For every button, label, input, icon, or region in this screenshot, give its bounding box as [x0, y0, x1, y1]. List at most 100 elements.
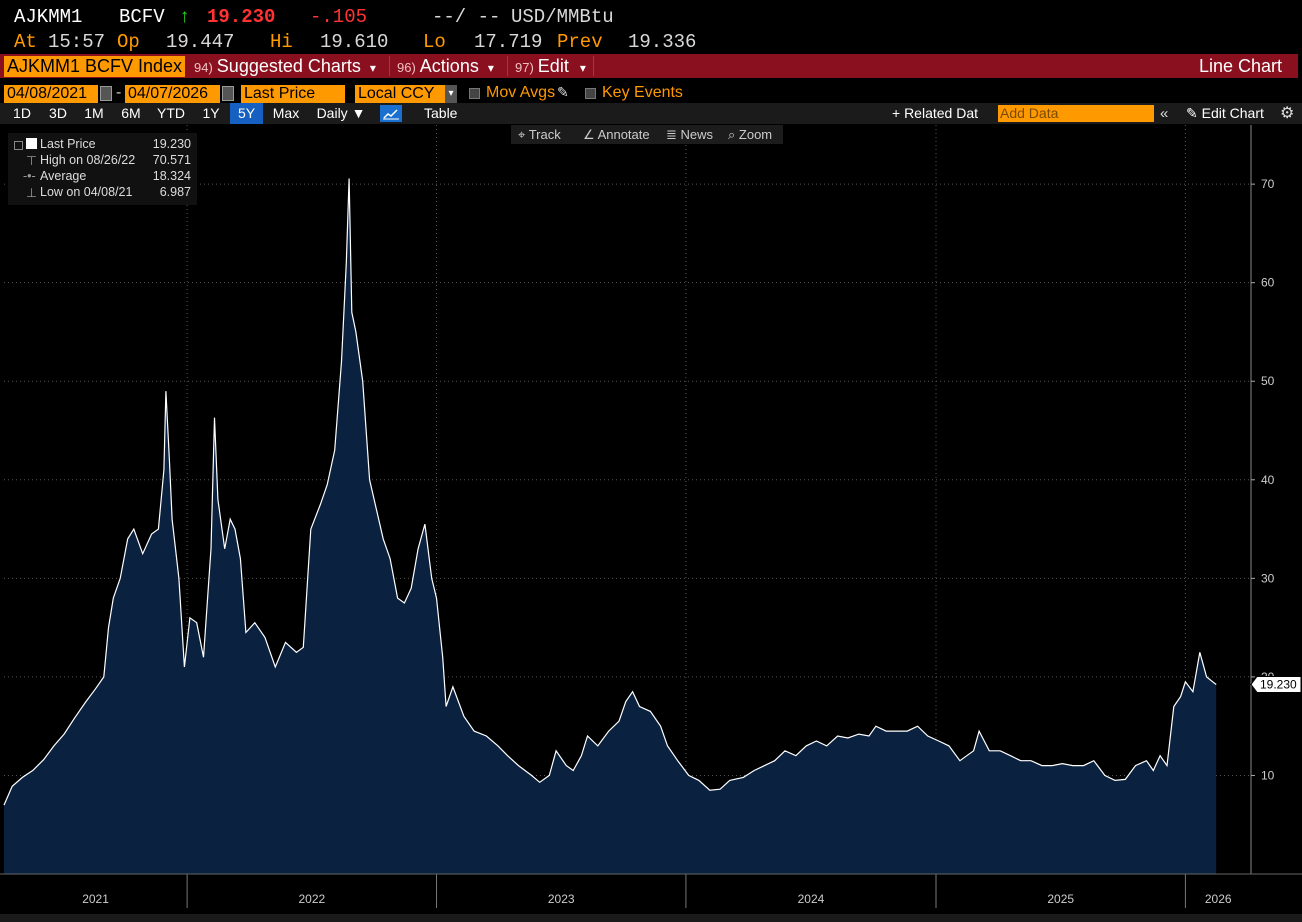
x-axis-label: 2025 — [1047, 892, 1074, 906]
bid-ask: --/ -- — [432, 6, 501, 28]
high-value: 19.610 — [320, 31, 389, 53]
y-tick-label: 50 — [1261, 374, 1275, 388]
date-separator: - — [116, 84, 122, 101]
range-3d-button[interactable]: 3D — [49, 105, 67, 121]
menu-divider — [507, 56, 508, 76]
range-5y-button[interactable]: 5Y — [230, 103, 263, 124]
mov-avgs-checkbox[interactable] — [469, 88, 480, 99]
key-events-checkbox[interactable] — [585, 88, 596, 99]
range-1m-button[interactable]: 1M — [84, 105, 104, 121]
calendar-icon[interactable] — [100, 86, 112, 101]
y-tick-label: 60 — [1261, 276, 1275, 290]
end-date-field[interactable]: 04/07/2026 — [125, 85, 220, 103]
news-label: News — [680, 127, 714, 142]
menu-divider — [389, 56, 390, 76]
mov-avgs-label: Mov Avgs — [486, 84, 556, 101]
legend-avg-label: Average — [40, 169, 87, 183]
edit-menu[interactable]: 97) Edit ▾ — [515, 54, 586, 78]
legend-toggle-icon[interactable] — [14, 141, 23, 150]
net-change: -.105 — [310, 6, 368, 28]
key-events-label: Key Events — [602, 84, 683, 101]
gear-icon[interactable]: ⚙ — [1280, 105, 1295, 122]
range-1d-button[interactable]: 1D — [13, 105, 31, 121]
track-tool[interactable]: ⌖ Track — [518, 125, 561, 144]
dropdown-arrow-icon[interactable]: ▾ — [445, 85, 457, 103]
range-max-button[interactable]: Max — [272, 105, 300, 121]
ticker-header: AJKMM1 BCFV ↑ 19.230 -.105 --/ -- USD/MM… — [0, 0, 1302, 30]
last-price: 19.230 — [207, 6, 276, 28]
currency-selector[interactable]: Local CCY — [355, 85, 445, 103]
pencil-icon: ∠ — [583, 127, 598, 142]
zoom-label: Zoom — [738, 127, 773, 142]
open-label: Op — [117, 31, 140, 53]
line-chart-icon[interactable] — [380, 105, 402, 122]
legend-low-label: Low on 04/08/21 — [40, 185, 133, 199]
chevron-down-icon: ▾ — [369, 61, 376, 75]
track-label: Track — [528, 127, 561, 142]
calendar-icon[interactable] — [222, 86, 234, 101]
y-tick-label: 70 — [1261, 177, 1275, 191]
range-bar — [0, 103, 1302, 124]
chart-tools — [511, 125, 783, 144]
bottom-scrollbar[interactable] — [0, 914, 1302, 922]
start-date-field[interactable]: 04/08/2021 — [4, 85, 98, 103]
pencil-icon: ✎ — [1186, 105, 1202, 121]
legend-last-value: 19.230 — [152, 137, 191, 151]
low-label: Lo — [423, 31, 446, 53]
legend-low-value: 6.987 — [159, 185, 191, 199]
zoom-tool[interactable]: ⌕ Zoom — [728, 125, 772, 144]
pricing-source: BCFV — [119, 6, 165, 28]
x-axis: 2021 2022 2023 2024 2025 2026 — [0, 873, 1302, 908]
crosshair-icon: ⌖ — [518, 127, 529, 142]
y-tick-label: 40 — [1261, 473, 1275, 487]
chevron-down-icon: ▾ — [579, 61, 586, 75]
high-marker-icon: ⊤ — [26, 154, 37, 168]
price-line — [3, 178, 1217, 806]
chart-title: Line Chart — [1199, 56, 1283, 76]
field-selector[interactable]: Last Price — [241, 85, 345, 103]
menu-divider — [593, 56, 594, 76]
x-axis-label: 2023 — [548, 892, 575, 906]
actions-menu[interactable]: 96) Actions ▾ — [397, 54, 494, 78]
collapse-icon[interactable]: « — [1160, 105, 1169, 122]
edit-chart-button[interactable]: ✎ Edit Chart — [1186, 103, 1264, 124]
y-tick-label: 10 — [1261, 768, 1275, 782]
open-value: 19.447 — [166, 31, 235, 53]
legend-high-value: 70.571 — [152, 153, 191, 167]
price-area — [4, 178, 1217, 874]
range-ytd-button[interactable]: YTD — [157, 105, 185, 121]
annotate-tool[interactable]: ∠ Annotate — [583, 125, 650, 144]
last-value-tag: 19.230 — [1250, 675, 1302, 693]
news-icon: ≣ — [666, 127, 681, 142]
edit-number: 97) — [515, 60, 534, 75]
menu-bar: 94) Suggested Charts ▾ 96) Actions ▾ 97) Ed… — [0, 54, 1298, 78]
news-tool[interactable]: ≣ News — [666, 125, 713, 144]
legend-swatch — [26, 138, 37, 149]
units-label: USD/MMBtu — [511, 6, 614, 28]
security-name[interactable]: AJKMM1 BCFV Index — [4, 56, 186, 77]
legend-high-label: High on 08/26/22 — [40, 153, 136, 167]
chevron-down-icon: ▾ — [487, 61, 494, 75]
range-6m-button[interactable]: 6M — [121, 105, 141, 121]
line-chart-glyph — [383, 109, 399, 120]
y-tick-label: 30 — [1261, 571, 1275, 585]
x-axis-label: 2021 — [82, 892, 109, 906]
related-data-button[interactable]: + Related Dat — [892, 105, 978, 121]
x-axis-label: 2022 — [298, 892, 325, 906]
last-value-tag-text: 19.230 — [1260, 677, 1297, 691]
x-axis-label: 2026 — [1205, 892, 1232, 906]
ticker-symbol: AJKMM1 — [14, 6, 83, 28]
prev-label: Prev — [557, 31, 603, 53]
frequency-selector[interactable]: Daily ▼ — [316, 105, 366, 121]
pencil-icon[interactable]: ✎ — [557, 84, 569, 100]
edit-label: Edit — [537, 56, 569, 76]
table-button[interactable]: Table — [424, 105, 458, 121]
range-1y-button[interactable]: 1Y — [202, 105, 220, 121]
add-data-input[interactable]: Add Data — [998, 105, 1154, 122]
chart-legend: Last Price 19.230 ⊤ High on 08/26/22 70.… — [8, 133, 197, 205]
suggested-charts-menu[interactable]: 94) Suggested Charts ▾ — [194, 54, 376, 78]
time-label: At — [14, 31, 37, 53]
x-axis-label: 2024 — [798, 892, 825, 906]
magnifier-icon: ⌕ — [728, 127, 739, 142]
